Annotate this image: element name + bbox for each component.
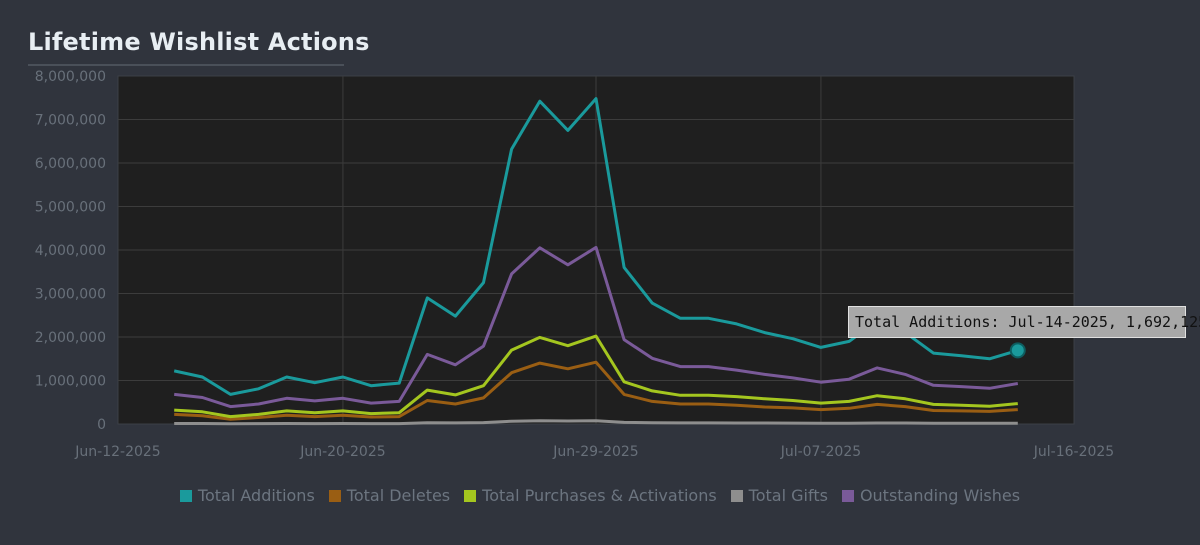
- legend-swatch: [328, 489, 341, 502]
- series-line-total-purchases-activations: [174, 334, 1018, 419]
- legend-item-total-deletes[interactable]: Total Deletes: [328, 486, 451, 505]
- y-tick-label: 4,000,000: [35, 243, 106, 259]
- x-axis-ticks: Jun-12-2025 Jun-20-2025 Jun-29-2025 Jul-07-…: [74, 444, 1114, 460]
- chart-title: Lifetime Wishlist Actions: [28, 28, 370, 56]
- legend-label: Total Deletes: [346, 486, 451, 505]
- x-tick-label: Jun-29-2025: [552, 444, 638, 460]
- legend-swatch: [179, 489, 192, 502]
- x-tick-label: Jul-07-2025: [780, 444, 861, 460]
- legend-swatch: [464, 489, 477, 502]
- y-tick-label: 6,000,000: [35, 156, 106, 172]
- legend-item-outstanding-wishes[interactable]: Outstanding Wishes: [841, 486, 1021, 505]
- y-tick-label: 1,000,000: [35, 374, 106, 390]
- series-line-outstanding-wishes: [174, 245, 1019, 409]
- x-tick-label: Jun-12-2025: [74, 444, 160, 460]
- series-line-total-gifts: [174, 419, 1018, 426]
- y-axis-ticks: 0 1,000,000 2,000,000 3,000,000 4,000,000 5,0…: [35, 69, 106, 433]
- legend-label: Total Purchases & Activations: [482, 486, 717, 505]
- legend-label: Total Additions: [197, 486, 315, 505]
- series-line-total-deletes: [174, 360, 1018, 421]
- highlight-marker[interactable]: [1009, 342, 1026, 359]
- tooltip: Total Additions: Jul-14-2025, 1,692,125: [848, 306, 1200, 338]
- legend-item-total-additions[interactable]: Total Additions: [179, 486, 315, 505]
- y-tick-label: 3,000,000: [35, 287, 106, 303]
- highlight-point[interactable]: [1009, 342, 1026, 359]
- y-tick-label: 8,000,000: [35, 69, 106, 85]
- legend: Total Additions Total Deletes Total Purcha…: [0, 486, 1200, 505]
- y-tick-label: 0: [97, 417, 106, 433]
- legend-label: Total Gifts: [748, 486, 828, 505]
- legend-item-total-gifts[interactable]: Total Gifts: [730, 486, 828, 505]
- title-divider: [28, 64, 344, 66]
- x-tick-label: Jun-20-2025: [299, 444, 385, 460]
- y-tick-label: 2,000,000: [35, 330, 106, 346]
- legend-label: Outstanding Wishes: [859, 486, 1021, 505]
- line-chart[interactable]: 0 1,000,000 2,000,000 3,000,000 4,000,000 5,0…: [0, 0, 1200, 480]
- x-tick-label: Jul-16-2025: [1033, 444, 1114, 460]
- series-lines: [173, 97, 1019, 426]
- y-tick-label: 5,000,000: [35, 200, 106, 216]
- legend-item-total-purchases-activations[interactable]: Total Purchases & Activations: [464, 486, 717, 505]
- legend-swatch: [730, 489, 743, 502]
- legend-swatch: [841, 489, 854, 502]
- y-tick-label: 7,000,000: [35, 113, 106, 129]
